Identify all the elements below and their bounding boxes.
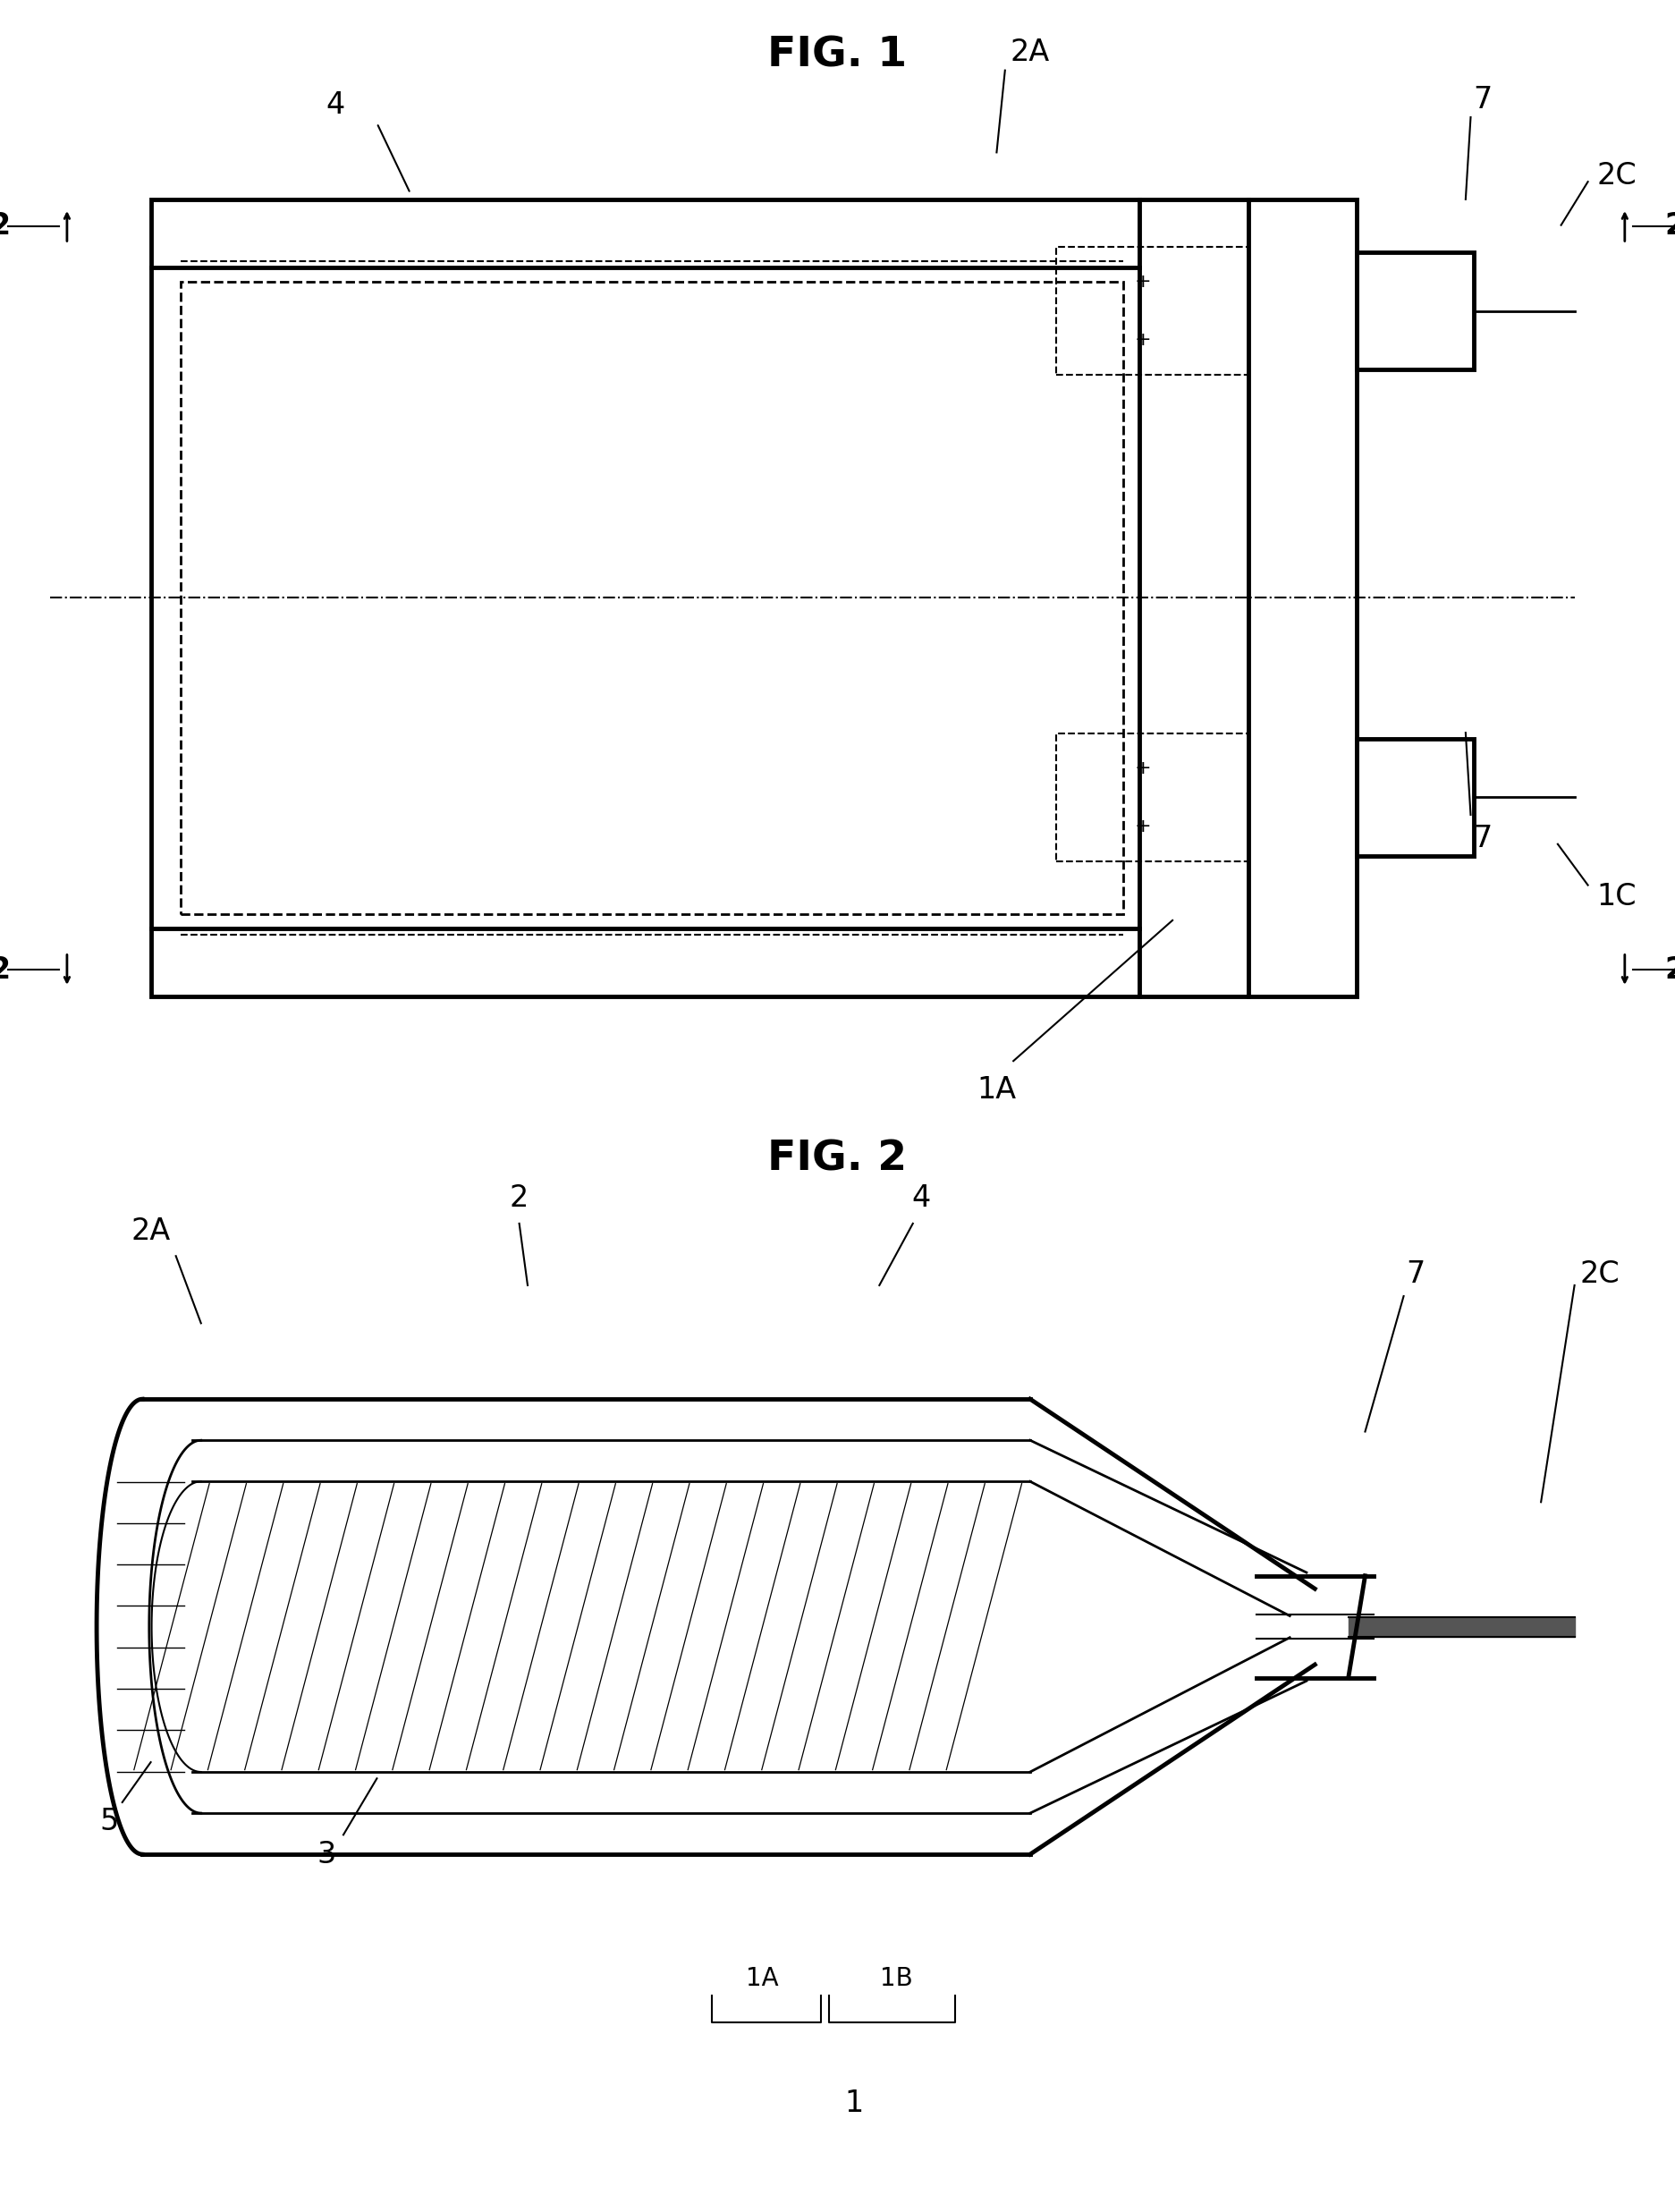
Text: +: + — [1134, 272, 1151, 290]
Text: 2: 2 — [1665, 956, 1675, 984]
Text: 4: 4 — [911, 1183, 931, 1214]
Text: 2A: 2A — [131, 1217, 171, 1245]
Bar — [1357, 739, 1474, 856]
Text: 1A: 1A — [745, 1966, 779, 1991]
Text: 4: 4 — [325, 91, 345, 119]
Text: 1C: 1C — [1596, 883, 1636, 911]
Text: 3: 3 — [317, 1840, 337, 1869]
Text: 1: 1 — [844, 2088, 864, 2119]
Text: 2: 2 — [1665, 212, 1675, 241]
Text: 5: 5 — [99, 1807, 119, 1836]
Bar — [1055, 248, 1248, 374]
Text: 2: 2 — [509, 1183, 529, 1214]
Text: +: + — [1134, 332, 1151, 349]
Text: 2C: 2C — [1580, 1259, 1620, 1290]
Bar — [181, 281, 1122, 914]
Text: +: + — [1134, 759, 1151, 776]
Text: 7: 7 — [1472, 823, 1492, 854]
Text: 7: 7 — [1472, 84, 1492, 115]
Text: FIG. 1: FIG. 1 — [767, 35, 908, 75]
Text: 7: 7 — [1405, 1259, 1425, 1290]
Text: FIG. 2: FIG. 2 — [767, 1139, 908, 1179]
Text: 1A: 1A — [977, 1075, 1017, 1106]
Text: 2: 2 — [0, 956, 10, 984]
Bar — [1357, 252, 1474, 369]
Text: +: + — [1134, 818, 1151, 836]
Text: 2A: 2A — [1010, 38, 1050, 69]
Bar — [1055, 734, 1248, 860]
Bar — [151, 199, 1357, 998]
Text: 1B: 1B — [879, 1966, 913, 1991]
Text: 2C: 2C — [1596, 161, 1636, 190]
Text: 2: 2 — [0, 212, 10, 241]
